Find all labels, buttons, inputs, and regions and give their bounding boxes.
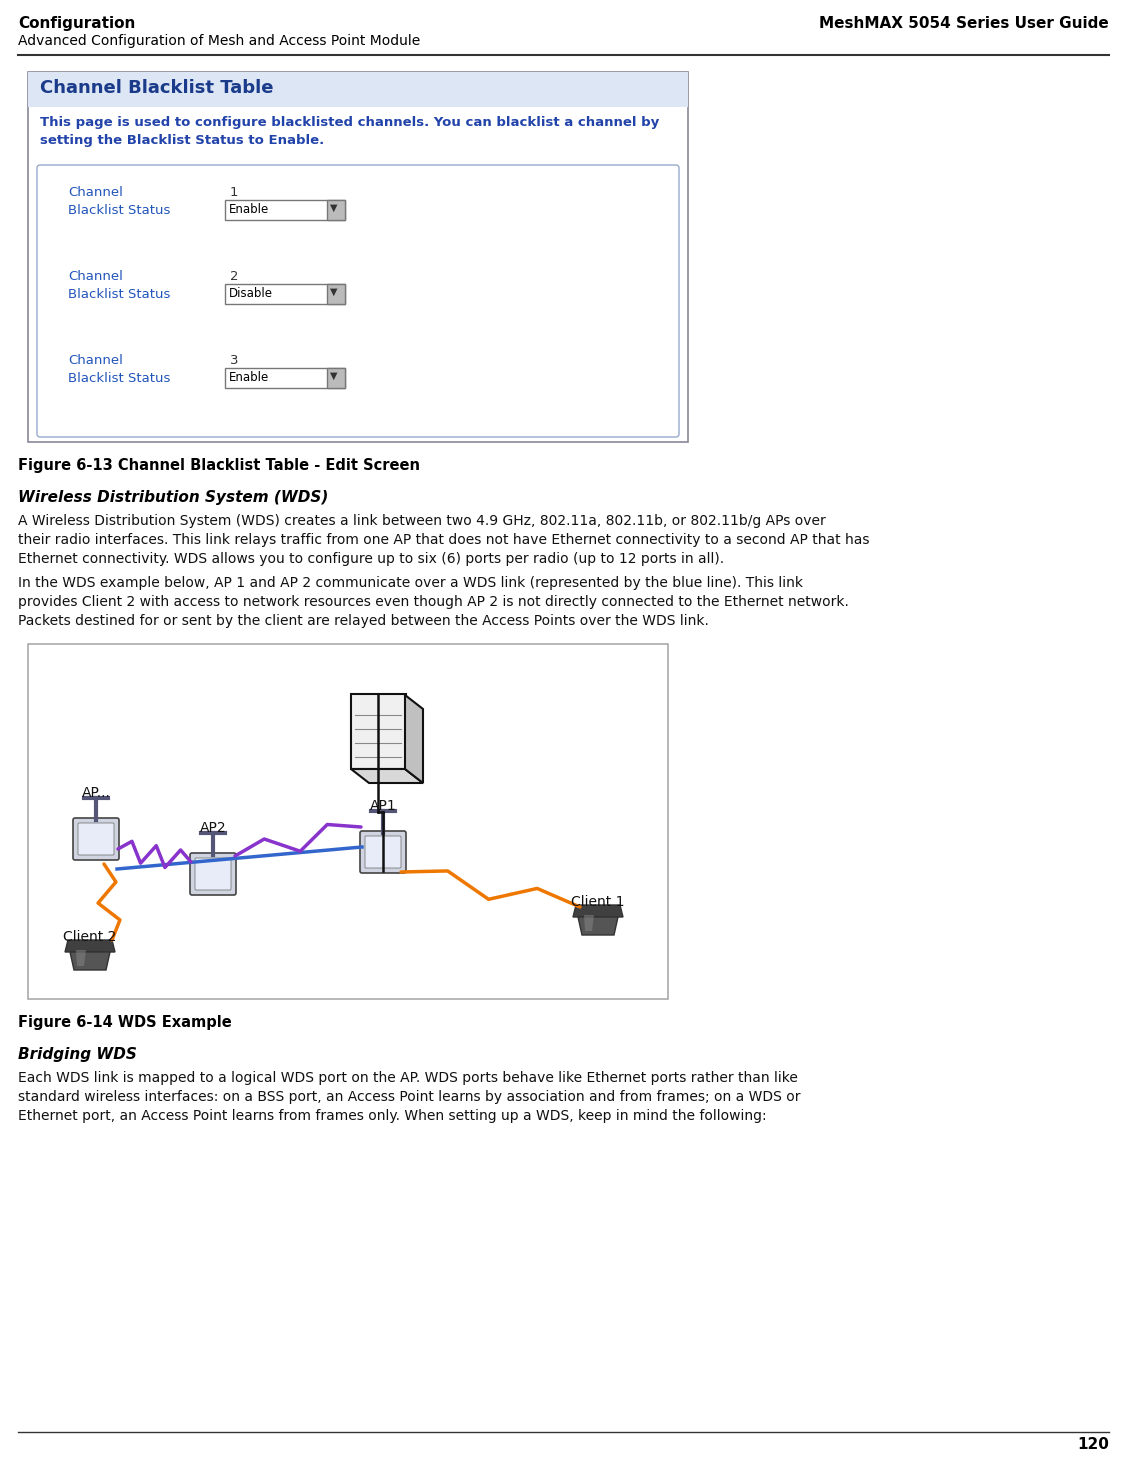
Text: ▼: ▼ xyxy=(330,203,337,213)
Polygon shape xyxy=(65,940,115,953)
Polygon shape xyxy=(573,904,623,918)
Text: AP1: AP1 xyxy=(370,799,397,813)
Text: A Wireless Distribution System (WDS) creates a link between two 4.9 GHz, 802.11a: A Wireless Distribution System (WDS) cre… xyxy=(18,514,870,565)
FancyBboxPatch shape xyxy=(28,72,687,107)
FancyBboxPatch shape xyxy=(365,835,401,868)
FancyBboxPatch shape xyxy=(37,164,678,437)
FancyBboxPatch shape xyxy=(28,644,668,1000)
FancyBboxPatch shape xyxy=(225,200,345,220)
Text: Configuration: Configuration xyxy=(18,16,135,31)
FancyBboxPatch shape xyxy=(73,818,119,860)
Text: Blacklist Status: Blacklist Status xyxy=(68,288,170,301)
Text: MeshMAX 5054 Series User Guide: MeshMAX 5054 Series User Guide xyxy=(819,16,1109,31)
Text: 2: 2 xyxy=(230,270,239,283)
Text: AP2: AP2 xyxy=(199,821,227,835)
Polygon shape xyxy=(70,953,110,970)
Polygon shape xyxy=(584,915,594,931)
Text: 1: 1 xyxy=(230,186,239,200)
Text: 120: 120 xyxy=(1077,1437,1109,1452)
Text: Enable: Enable xyxy=(229,371,269,385)
Text: Figure 6-14 WDS Example: Figure 6-14 WDS Example xyxy=(18,1014,232,1031)
Text: Client 1: Client 1 xyxy=(571,895,624,909)
Polygon shape xyxy=(350,769,423,782)
Text: This page is used to configure blacklisted channels. You can blacklist a channel: This page is used to configure blacklist… xyxy=(39,116,659,147)
Text: AP...: AP... xyxy=(81,785,110,800)
Text: ▼: ▼ xyxy=(330,371,337,382)
FancyBboxPatch shape xyxy=(195,857,231,890)
FancyBboxPatch shape xyxy=(225,283,345,304)
Text: Channel Blacklist Table: Channel Blacklist Table xyxy=(39,79,274,97)
Text: Blacklist Status: Blacklist Status xyxy=(68,371,170,385)
Text: Advanced Configuration of Mesh and Access Point Module: Advanced Configuration of Mesh and Acces… xyxy=(18,34,420,48)
Text: Channel: Channel xyxy=(68,270,123,283)
Text: Channel: Channel xyxy=(68,354,123,367)
FancyBboxPatch shape xyxy=(360,831,406,873)
Text: Bridging WDS: Bridging WDS xyxy=(18,1047,136,1061)
FancyBboxPatch shape xyxy=(327,283,345,304)
FancyBboxPatch shape xyxy=(78,824,114,854)
Text: Blacklist Status: Blacklist Status xyxy=(68,204,170,217)
Text: Figure 6-13 Channel Blacklist Table - Edit Screen: Figure 6-13 Channel Blacklist Table - Ed… xyxy=(18,458,420,473)
Polygon shape xyxy=(405,694,423,782)
Text: Disable: Disable xyxy=(229,288,273,299)
Text: Channel: Channel xyxy=(68,186,123,200)
FancyBboxPatch shape xyxy=(28,72,687,442)
Text: Client 2: Client 2 xyxy=(63,931,117,944)
Text: Enable: Enable xyxy=(229,203,269,216)
FancyBboxPatch shape xyxy=(225,368,345,388)
Text: ▼: ▼ xyxy=(330,288,337,297)
Text: In the WDS example below, AP 1 and AP 2 communicate over a WDS link (represented: In the WDS example below, AP 1 and AP 2 … xyxy=(18,575,849,628)
FancyBboxPatch shape xyxy=(327,200,345,220)
Text: Wireless Distribution System (WDS): Wireless Distribution System (WDS) xyxy=(18,490,328,505)
Polygon shape xyxy=(578,918,618,935)
Text: 3: 3 xyxy=(230,354,239,367)
Polygon shape xyxy=(76,950,86,966)
Text: Each WDS link is mapped to a logical WDS port on the AP. WDS ports behave like E: Each WDS link is mapped to a logical WDS… xyxy=(18,1072,800,1123)
FancyBboxPatch shape xyxy=(350,694,406,769)
FancyBboxPatch shape xyxy=(190,853,236,895)
FancyBboxPatch shape xyxy=(327,368,345,388)
